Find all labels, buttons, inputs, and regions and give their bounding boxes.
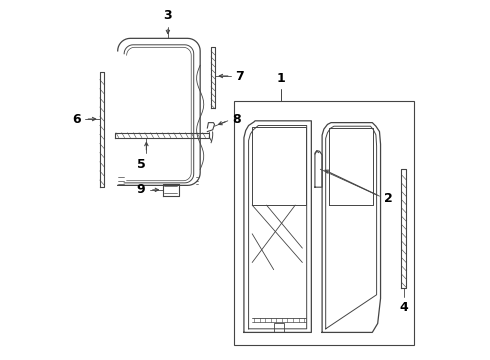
Text: 3: 3 [164,9,172,22]
Text: 4: 4 [399,301,408,314]
Bar [234,101,414,345]
Text: 1: 1 [276,72,285,85]
Text: 6: 6 [72,113,81,126]
Text: 9: 9 [137,183,146,196]
Text: 7: 7 [235,69,244,82]
Text: 2: 2 [384,192,393,205]
Text: 5: 5 [137,158,146,171]
Text: 8: 8 [232,113,241,126]
